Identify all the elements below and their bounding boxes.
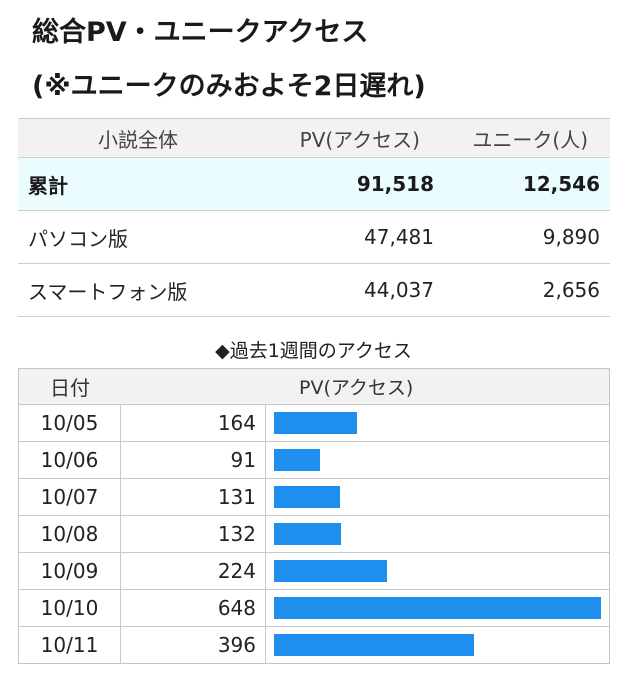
pv-bar [274,412,357,434]
summary-table: 小説全体 PV(アクセス) ユニーク(人) 累計 91,518 12,546 パ… [18,118,610,317]
weekly-header-date: 日付 [50,376,90,400]
weekly-row-bar-cell [266,405,609,441]
weekly-row-bar-cell [266,590,609,626]
weekly-row-date: 10/10 [19,590,121,626]
weekly-row-pv: 132 [121,516,266,552]
summary-header-row: 小説全体 PV(アクセス) ユニーク(人) [18,119,610,158]
weekly-row-pv: 396 [121,627,266,663]
pv-bar [274,523,341,545]
weekly-caption: ◆過去1週間のアクセス [215,340,412,362]
summary-row-unique: 12,546 [522,172,600,196]
pv-bar [274,560,387,582]
weekly-row: 10/08 132 [19,516,609,553]
summary-row-label: スマートフォン版 [28,279,188,304]
weekly-rows: 10/05 164 10/06 91 10/07 131 10/08 132 10/09 224 1… [19,405,609,663]
summary-row-pc: パソコン版 47,481 9,890 [18,211,610,264]
summary-row-pv: 44,037 [364,278,434,302]
summary-row-label: パソコン版 [28,226,128,251]
summary-row-pv: 47,481 [364,225,434,249]
weekly-row-pv: 131 [121,479,266,515]
weekly-row: 10/11 396 [19,627,609,663]
weekly-row-bar-cell [266,553,609,589]
weekly-row: 10/07 131 [19,479,609,516]
weekly-row-date: 10/05 [19,405,121,441]
page-heading: 総合PV・ユニークアクセス (※ユニークのみおよそ2日遅れ) [32,8,622,116]
weekly-row-bar-cell [266,627,609,663]
summary-row-smartphone: スマートフォン版 44,037 2,656 [18,264,610,317]
weekly-row-bar-cell [266,516,609,552]
weekly-row: 10/10 648 [19,590,609,627]
weekly-row-date: 10/11 [19,627,121,663]
summary-row-unique: 2,656 [542,278,600,302]
summary-header-unique: ユニーク(人) [472,127,588,152]
summary-row-label: 累計 [28,173,68,198]
weekly-row-pv: 224 [121,553,266,589]
weekly-row-date: 10/07 [19,479,121,515]
weekly-row-pv: 164 [121,405,266,441]
weekly-row-bar-cell [266,442,609,478]
weekly-header-row: 日付 PV(アクセス) [19,369,609,405]
weekly-row: 10/09 224 [19,553,609,590]
summary-row-total: 累計 91,518 12,546 [18,158,610,211]
weekly-access-table: 日付 PV(アクセス) 10/05 164 10/06 91 10/07 131 10/08… [18,368,610,664]
weekly-row-pv: 648 [121,590,266,626]
weekly-row-pv: 91 [121,442,266,478]
summary-row-pv: 91,518 [356,172,434,196]
summary-header-pv: PV(アクセス) [299,127,420,152]
heading-line-1: 総合PV・ユニークアクセス [32,17,369,48]
weekly-header-pv: PV(アクセス) [299,377,414,399]
pv-bar [274,486,340,508]
summary-row-unique: 9,890 [542,225,600,249]
weekly-row: 10/06 91 [19,442,609,479]
weekly-row-date: 10/09 [19,553,121,589]
weekly-row-bar-cell [266,479,609,515]
heading-line-2: (※ユニークのみおよそ2日遅れ) [32,71,426,102]
weekly-row: 10/05 164 [19,405,609,442]
pv-bar [274,597,601,619]
pv-bar [274,634,474,656]
weekly-row-date: 10/08 [19,516,121,552]
weekly-row-date: 10/06 [19,442,121,478]
pv-bar [274,449,320,471]
summary-header-label: 小説全体 [98,127,178,152]
